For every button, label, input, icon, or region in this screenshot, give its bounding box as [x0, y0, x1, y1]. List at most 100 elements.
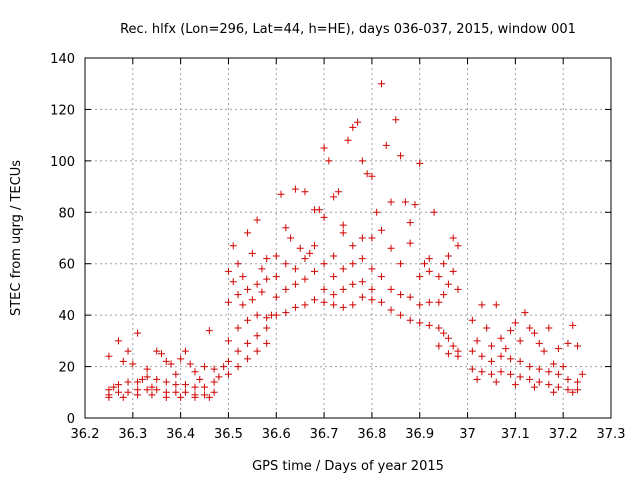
y-tick-label: 0: [67, 412, 75, 427]
data-point: [325, 157, 333, 165]
y-tick-label: 140: [50, 52, 75, 67]
data-point: [296, 244, 304, 252]
data-point: [574, 342, 582, 350]
data-point: [416, 301, 424, 309]
data-point: [282, 260, 290, 268]
data-point: [387, 198, 395, 206]
data-point: [339, 221, 347, 229]
data-point: [124, 388, 132, 396]
data-point: [358, 293, 366, 301]
data-point: [311, 296, 319, 304]
data-point: [244, 229, 252, 237]
x-tick-label: 36.6: [262, 427, 291, 442]
data-point: [349, 301, 357, 309]
data-point: [282, 285, 290, 293]
data-point: [397, 152, 405, 160]
data-point: [301, 275, 309, 283]
data-point: [339, 303, 347, 311]
data-point: [440, 291, 448, 299]
data-point: [224, 267, 232, 275]
data-point: [205, 393, 213, 401]
data-point: [344, 136, 352, 144]
data-point: [105, 352, 113, 360]
data-point: [535, 378, 543, 386]
data-point: [497, 334, 505, 342]
data-point: [535, 365, 543, 373]
data-point: [339, 285, 347, 293]
data-point: [569, 321, 577, 329]
data-point: [487, 342, 495, 350]
data-point: [526, 363, 534, 371]
data-point: [153, 375, 161, 383]
data-point: [330, 252, 338, 260]
data-point: [449, 342, 457, 350]
data-point: [449, 234, 457, 242]
data-point: [253, 347, 261, 355]
y-tick-label: 20: [58, 361, 75, 376]
data-point: [444, 252, 452, 260]
data-point: [406, 239, 414, 247]
data-point: [473, 337, 481, 345]
data-point: [358, 278, 366, 286]
data-point: [253, 280, 261, 288]
data-point: [483, 324, 491, 332]
y-tick-label: 60: [58, 258, 75, 273]
data-point: [248, 249, 256, 257]
data-point: [578, 370, 586, 378]
data-points: [105, 80, 586, 401]
data-point: [253, 332, 261, 340]
grid: [85, 58, 611, 418]
data-point: [287, 234, 295, 242]
data-point: [368, 234, 376, 242]
data-point: [564, 375, 572, 383]
data-point: [291, 303, 299, 311]
data-point: [114, 388, 122, 396]
data-point: [564, 339, 572, 347]
data-point: [430, 208, 438, 216]
x-tick-label: 36.5: [214, 427, 243, 442]
data-point: [454, 352, 462, 360]
data-point: [311, 267, 319, 275]
data-point: [191, 383, 199, 391]
data-point: [201, 383, 209, 391]
data-point: [406, 293, 414, 301]
data-point: [172, 370, 180, 378]
data-point: [507, 327, 515, 335]
data-point: [172, 381, 180, 389]
y-tick-label: 100: [50, 155, 75, 170]
data-point: [392, 116, 400, 124]
data-point: [330, 291, 338, 299]
data-point: [435, 298, 443, 306]
chart-title: Rec. hlfx (Lon=296, Lat=44, h=HE), days …: [120, 22, 576, 37]
data-point: [239, 273, 247, 281]
x-tick-label: 36.7: [310, 427, 339, 442]
data-point: [330, 301, 338, 309]
data-point: [368, 172, 376, 180]
data-point: [377, 80, 385, 88]
data-point: [258, 265, 266, 273]
axis-ticks: [84, 57, 612, 419]
data-point: [143, 365, 151, 373]
data-point: [210, 388, 218, 396]
data-point: [320, 144, 328, 152]
data-point: [282, 309, 290, 317]
data-point: [358, 255, 366, 263]
data-point: [162, 357, 170, 365]
data-point: [148, 383, 156, 391]
data-point: [229, 278, 237, 286]
data-point: [277, 190, 285, 198]
data-point: [291, 280, 299, 288]
data-point: [114, 381, 122, 389]
data-point: [201, 391, 209, 399]
data-point: [272, 252, 280, 260]
y-tick-label: 120: [50, 103, 75, 118]
data-point: [110, 383, 118, 391]
data-point: [263, 275, 271, 283]
data-point: [220, 363, 228, 371]
data-point: [119, 357, 127, 365]
data-point: [177, 393, 185, 401]
data-point: [320, 260, 328, 268]
data-point: [387, 244, 395, 252]
